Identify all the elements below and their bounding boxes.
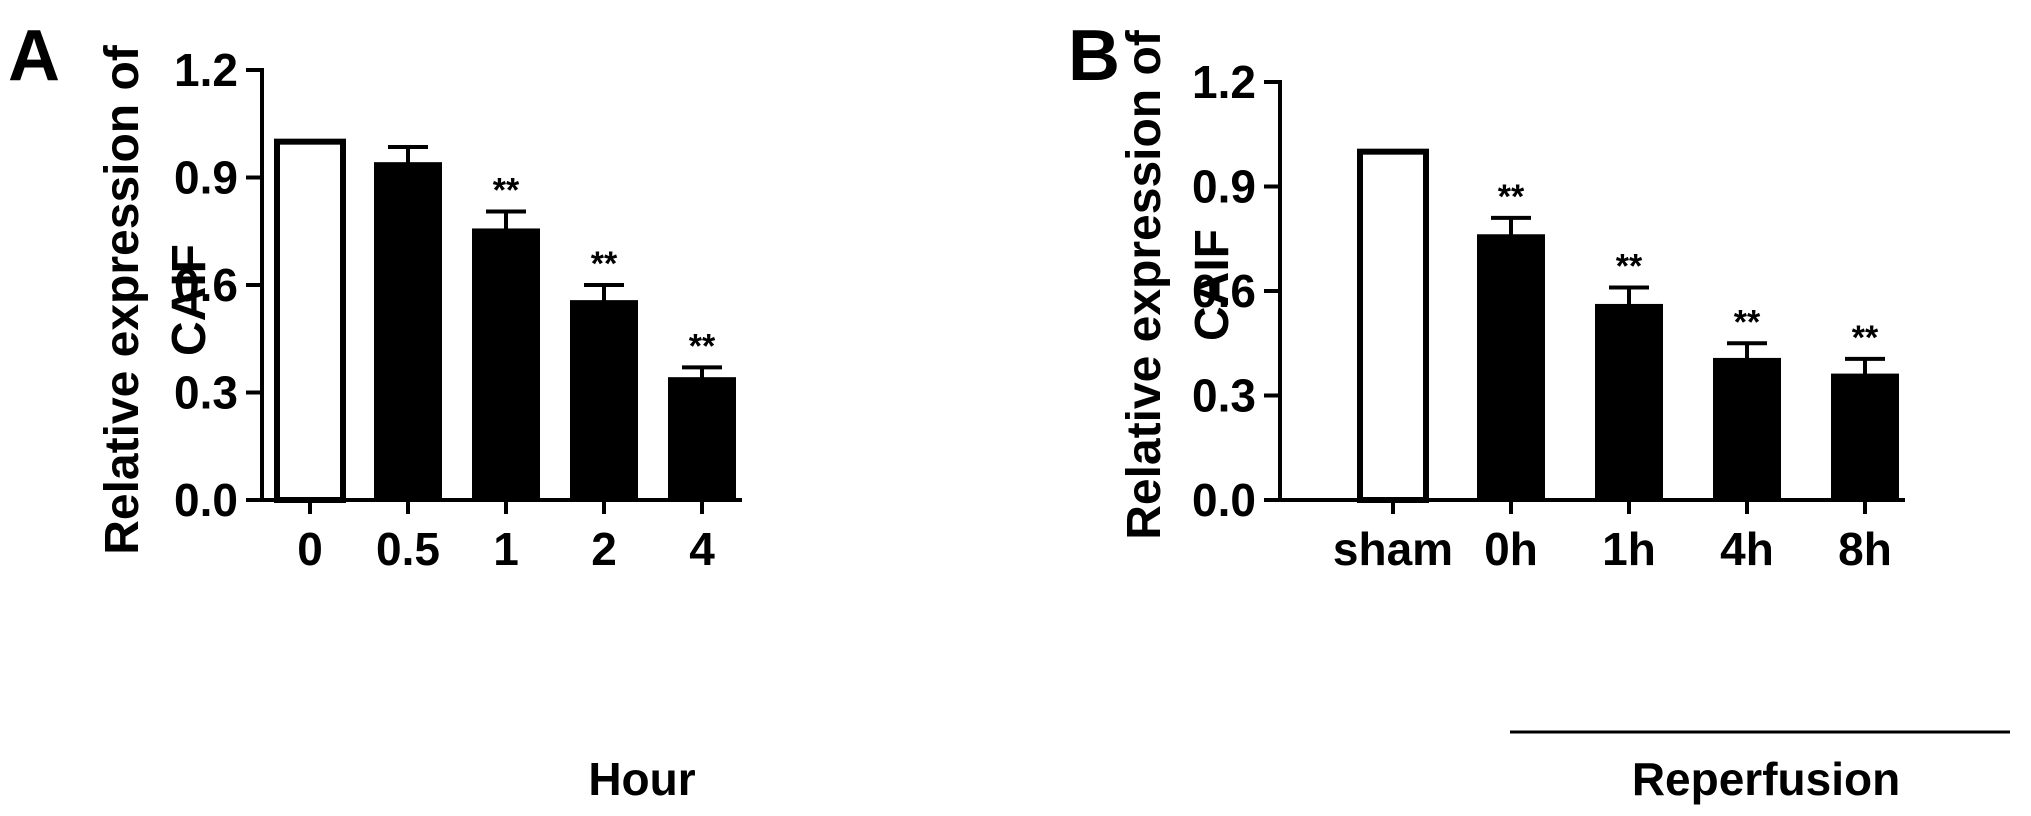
y-tick-label-b: 0.3 xyxy=(1192,370,1256,422)
y-tick-label-a: 0.9 xyxy=(174,152,238,204)
category-label-b: 0h xyxy=(1484,523,1538,575)
y-axis-label-b-line1: Relative expression of xyxy=(1118,29,1171,540)
bar-a-4 xyxy=(668,377,736,501)
y-tick-label-a: 0.3 xyxy=(174,367,238,419)
bar-b-4 xyxy=(1831,373,1899,502)
y-tick-label-b: 0.9 xyxy=(1192,161,1256,213)
category-label-a: 0.5 xyxy=(376,523,440,575)
significance-marker-a: ** xyxy=(493,172,520,210)
category-label-a: 1 xyxy=(493,523,519,575)
bar-a-0 xyxy=(274,138,346,504)
bar-a-2 xyxy=(472,228,540,501)
significance-marker-a: ** xyxy=(689,327,716,365)
x-axis-title-a: Hour xyxy=(588,753,695,805)
category-label-a: 0 xyxy=(297,523,323,575)
significance-marker-a: ** xyxy=(591,245,618,283)
category-label-a: 4 xyxy=(689,523,715,575)
significance-marker-b: ** xyxy=(1498,178,1525,216)
panel-label-a: A xyxy=(8,16,60,96)
bar-a-3 xyxy=(570,300,638,501)
category-label-b: 1h xyxy=(1602,523,1656,575)
bar-b-0 xyxy=(1357,148,1429,504)
panel-a: A Relative expression of CAIF Hour 0.00.… xyxy=(8,16,742,805)
panel-b: B Relative expression of CAIF Reperfusio… xyxy=(1068,16,2010,805)
bar-b-2 xyxy=(1595,303,1663,501)
y-tick-label-a: 0.6 xyxy=(174,259,238,311)
category-label-b: 4h xyxy=(1720,523,1774,575)
y-axis-label-b-line2: CAIF xyxy=(1186,229,1239,341)
y-axis-label-a-line1: Relative expression of xyxy=(96,44,149,555)
bar-a-1 xyxy=(374,162,442,502)
significance-marker-b: ** xyxy=(1616,248,1643,286)
x-axis-title-b: Reperfusion xyxy=(1632,753,1900,805)
y-tick-label-b: 0.6 xyxy=(1192,265,1256,317)
category-label-a: 2 xyxy=(591,523,617,575)
y-tick-label-b: 1.2 xyxy=(1192,56,1256,108)
y-tick-label-b: 0.0 xyxy=(1192,474,1256,526)
category-label-b: 8h xyxy=(1838,523,1892,575)
plot-area-a: 0.0 0.3 0.6 0.9 1.2 0 0.5 1 ** 2 ** 4 ** xyxy=(174,44,742,575)
category-label-b: sham xyxy=(1333,523,1453,575)
bar-b-3 xyxy=(1713,357,1781,501)
y-tick-label-a: 1.2 xyxy=(174,44,238,96)
y-tick-label-a: 0.0 xyxy=(174,474,238,526)
significance-marker-b: ** xyxy=(1852,319,1879,357)
bar-b-1 xyxy=(1477,234,1545,501)
significance-marker-b: ** xyxy=(1734,303,1761,341)
panel-label-b: B xyxy=(1068,16,1120,96)
y-axis-label-a-line2: CAIF xyxy=(163,244,216,356)
plot-area-b: 0.0 0.3 0.6 0.9 1.2 sham 0h ** 1h ** 4h ** 8h ** xyxy=(1192,56,1905,575)
